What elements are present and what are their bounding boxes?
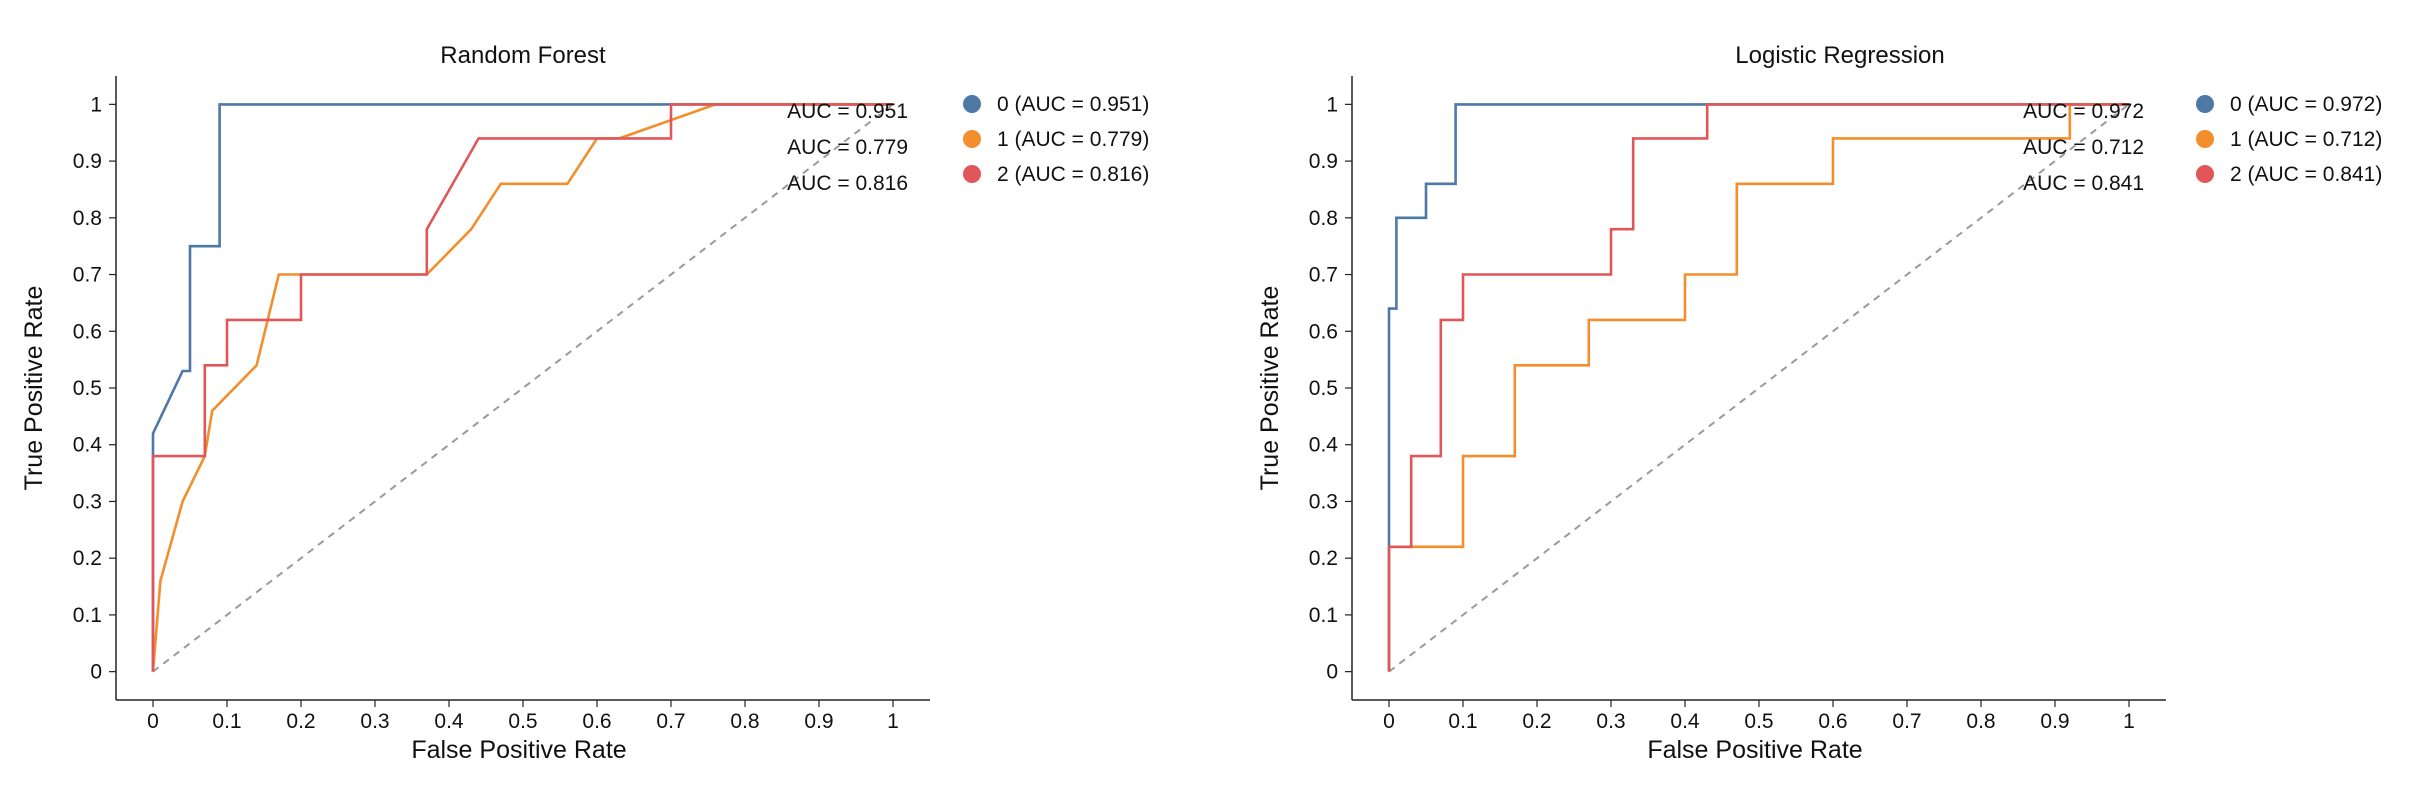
y-tick-label: 1 bbox=[90, 93, 102, 116]
x-tick-label: 0.3 bbox=[360, 710, 389, 733]
x-tick-label: 0.8 bbox=[1966, 710, 1995, 733]
y-tick-label: 0.6 bbox=[1309, 320, 1338, 343]
x-tick-label: 0.8 bbox=[730, 710, 759, 733]
x-tick-label: 0 bbox=[147, 710, 159, 733]
x-axis-label: False Positive Rate bbox=[1647, 736, 1862, 764]
x-tick-label: 0.5 bbox=[1744, 710, 1773, 733]
x-tick-label: 1 bbox=[2123, 710, 2135, 733]
legend-marker bbox=[2196, 165, 2214, 183]
y-tick-label: 0.5 bbox=[73, 377, 102, 400]
y-tick-label: 0.4 bbox=[1309, 434, 1339, 457]
chance-diagonal-line bbox=[1388, 103, 2130, 673]
legend-marker bbox=[2196, 95, 2214, 113]
legend-entry-label: 0 (AUC = 0.972) bbox=[2230, 93, 2382, 116]
y-tick-label: 0 bbox=[90, 661, 102, 684]
roc-curve-series-0 bbox=[151, 103, 893, 672]
chart-panel-0: 0 0.1 0.2 0.3 0.4 0.5 0.6 0.7 0.8 0.9 1 0 0.1 0.2 0.3 0… bbox=[20, 42, 1149, 764]
y-axis-label: True Positive Rate bbox=[1256, 286, 1284, 491]
y-tick-label: 0.7 bbox=[1309, 264, 1338, 287]
x-tick-label: 0.7 bbox=[1892, 710, 1921, 733]
auc-annotation: AUC = 0.712 bbox=[2023, 136, 2144, 159]
x-tick-label: 1 bbox=[887, 710, 899, 733]
x-tick-label: 0.1 bbox=[1448, 710, 1477, 733]
roc-curve-series-0 bbox=[1387, 103, 2129, 672]
x-tick-label: 0.6 bbox=[1818, 710, 1847, 733]
legend-entry-label: 1 (AUC = 0.779) bbox=[997, 128, 1149, 151]
chart-panel-1: 0 0.1 0.2 0.3 0.4 0.5 0.6 0.7 0.8 0.9 1 0 0.1 0.2 0.3 0… bbox=[1256, 42, 2382, 764]
x-tick-label: 0.3 bbox=[1596, 710, 1625, 733]
x-tick-label: 0.9 bbox=[2040, 710, 2069, 733]
y-tick-label: 0.5 bbox=[1309, 377, 1338, 400]
x-tick-label: 0.4 bbox=[1670, 710, 1700, 733]
roc-curve-series-1 bbox=[151, 103, 893, 672]
roc-curve-series-2 bbox=[1387, 103, 2129, 672]
auc-annotation: AUC = 0.841 bbox=[2023, 172, 2144, 195]
x-axis-label: False Positive Rate bbox=[411, 736, 626, 764]
y-tick-label: 0.1 bbox=[1309, 604, 1338, 627]
chance-diagonal-line bbox=[152, 103, 894, 673]
legend-marker bbox=[963, 165, 981, 183]
legend-marker bbox=[2196, 130, 2214, 148]
y-tick-label: 0.3 bbox=[73, 490, 102, 513]
legend-marker bbox=[963, 95, 981, 113]
y-tick-label: 0.1 bbox=[73, 604, 102, 627]
y-tick-label: 0.9 bbox=[1309, 150, 1338, 173]
y-tick-label: 1 bbox=[1326, 93, 1338, 116]
y-tick-label: 0.2 bbox=[73, 547, 102, 570]
chart-title: Random Forest bbox=[440, 42, 606, 69]
x-tick-label: 0.7 bbox=[656, 710, 685, 733]
x-tick-label: 0.5 bbox=[508, 710, 537, 733]
y-tick-label: 0.8 bbox=[1309, 207, 1338, 230]
legend-entry-label: 1 (AUC = 0.712) bbox=[2230, 128, 2382, 151]
y-tick-label: 0.4 bbox=[73, 434, 103, 457]
legend-marker bbox=[963, 130, 981, 148]
auc-annotation: AUC = 0.951 bbox=[787, 100, 908, 123]
x-tick-label: 0.4 bbox=[434, 710, 464, 733]
y-tick-label: 0.6 bbox=[73, 320, 102, 343]
x-tick-label: 0.9 bbox=[804, 710, 833, 733]
y-tick-label: 0 bbox=[1326, 661, 1338, 684]
x-tick-label: 0.2 bbox=[286, 710, 315, 733]
y-tick-label: 0.2 bbox=[1309, 547, 1338, 570]
legend-entry-label: 2 (AUC = 0.816) bbox=[997, 163, 1149, 186]
y-tick-label: 0.3 bbox=[1309, 490, 1338, 513]
y-tick-label: 0.8 bbox=[73, 207, 102, 230]
x-tick-label: 0.6 bbox=[582, 710, 611, 733]
x-tick-label: 0.1 bbox=[212, 710, 241, 733]
auc-annotation: AUC = 0.972 bbox=[2023, 100, 2144, 123]
chart-title: Logistic Regression bbox=[1735, 42, 1944, 69]
x-tick-label: 0 bbox=[1383, 710, 1395, 733]
y-tick-label: 0.7 bbox=[73, 264, 102, 287]
roc-curve-series-1 bbox=[1389, 103, 2129, 549]
x-tick-label: 0.2 bbox=[1522, 710, 1551, 733]
auc-annotation: AUC = 0.816 bbox=[787, 172, 908, 195]
roc-curve-series-2 bbox=[151, 103, 893, 672]
legend-entry-label: 0 (AUC = 0.951) bbox=[997, 93, 1149, 116]
y-tick-label: 0.9 bbox=[73, 150, 102, 173]
auc-annotation: AUC = 0.779 bbox=[787, 136, 908, 159]
legend-entry-label: 2 (AUC = 0.841) bbox=[2230, 163, 2382, 186]
y-axis-label: True Positive Rate bbox=[20, 286, 48, 491]
